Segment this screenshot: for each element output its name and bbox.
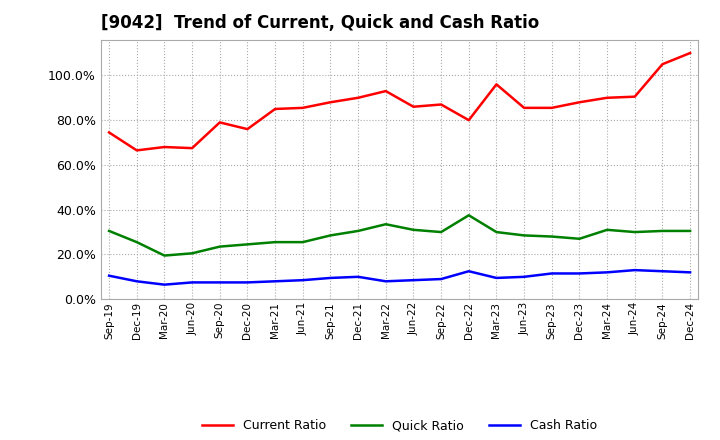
Quick Ratio [492,229,500,235]
Quick Ratio [354,228,362,234]
Cash Ratio [547,271,556,276]
Current Ratio [215,120,224,125]
Current Ratio [492,82,500,87]
Current Ratio [464,117,473,123]
Quick Ratio [631,229,639,235]
Cash Ratio [354,274,362,279]
Quick Ratio [215,244,224,249]
Cash Ratio [631,268,639,273]
Current Ratio [685,51,694,56]
Quick Ratio [464,213,473,218]
Current Ratio [271,106,279,112]
Quick Ratio [132,239,141,245]
Current Ratio [437,102,446,107]
Quick Ratio [243,242,252,247]
Quick Ratio [685,228,694,234]
Cash Ratio [492,275,500,281]
Current Ratio [409,104,418,110]
Cash Ratio [658,268,667,274]
Cash Ratio [243,280,252,285]
Line: Cash Ratio: Cash Ratio [109,270,690,285]
Quick Ratio [188,251,197,256]
Current Ratio [188,146,197,151]
Cash Ratio [520,274,528,279]
Cash Ratio [464,268,473,274]
Cash Ratio [132,279,141,284]
Line: Current Ratio: Current Ratio [109,53,690,150]
Cash Ratio [575,271,584,276]
Current Ratio [547,105,556,110]
Quick Ratio [520,233,528,238]
Cash Ratio [215,280,224,285]
Cash Ratio [382,279,390,284]
Quick Ratio [658,228,667,234]
Current Ratio [105,130,114,135]
Quick Ratio [409,227,418,232]
Quick Ratio [603,227,611,232]
Quick Ratio [160,253,168,258]
Cash Ratio [299,278,307,283]
Current Ratio [160,144,168,150]
Cash Ratio [437,276,446,282]
Current Ratio [382,88,390,94]
Line: Quick Ratio: Quick Ratio [109,215,690,256]
Quick Ratio [547,234,556,239]
Quick Ratio [382,222,390,227]
Cash Ratio [188,280,197,285]
Current Ratio [603,95,611,100]
Quick Ratio [326,233,335,238]
Current Ratio [326,99,335,105]
Current Ratio [132,148,141,153]
Text: [9042]  Trend of Current, Quick and Cash Ratio: [9042] Trend of Current, Quick and Cash … [101,15,539,33]
Current Ratio [631,94,639,99]
Legend: Current Ratio, Quick Ratio, Cash Ratio: Current Ratio, Quick Ratio, Cash Ratio [197,414,603,437]
Cash Ratio [685,270,694,275]
Quick Ratio [437,229,446,235]
Cash Ratio [160,282,168,287]
Cash Ratio [603,270,611,275]
Current Ratio [354,95,362,100]
Current Ratio [243,126,252,132]
Cash Ratio [271,279,279,284]
Quick Ratio [271,239,279,245]
Quick Ratio [105,228,114,234]
Current Ratio [575,99,584,105]
Current Ratio [299,105,307,110]
Quick Ratio [299,239,307,245]
Cash Ratio [326,275,335,281]
Quick Ratio [575,236,584,242]
Cash Ratio [105,273,114,279]
Current Ratio [520,105,528,110]
Current Ratio [658,62,667,67]
Cash Ratio [409,278,418,283]
